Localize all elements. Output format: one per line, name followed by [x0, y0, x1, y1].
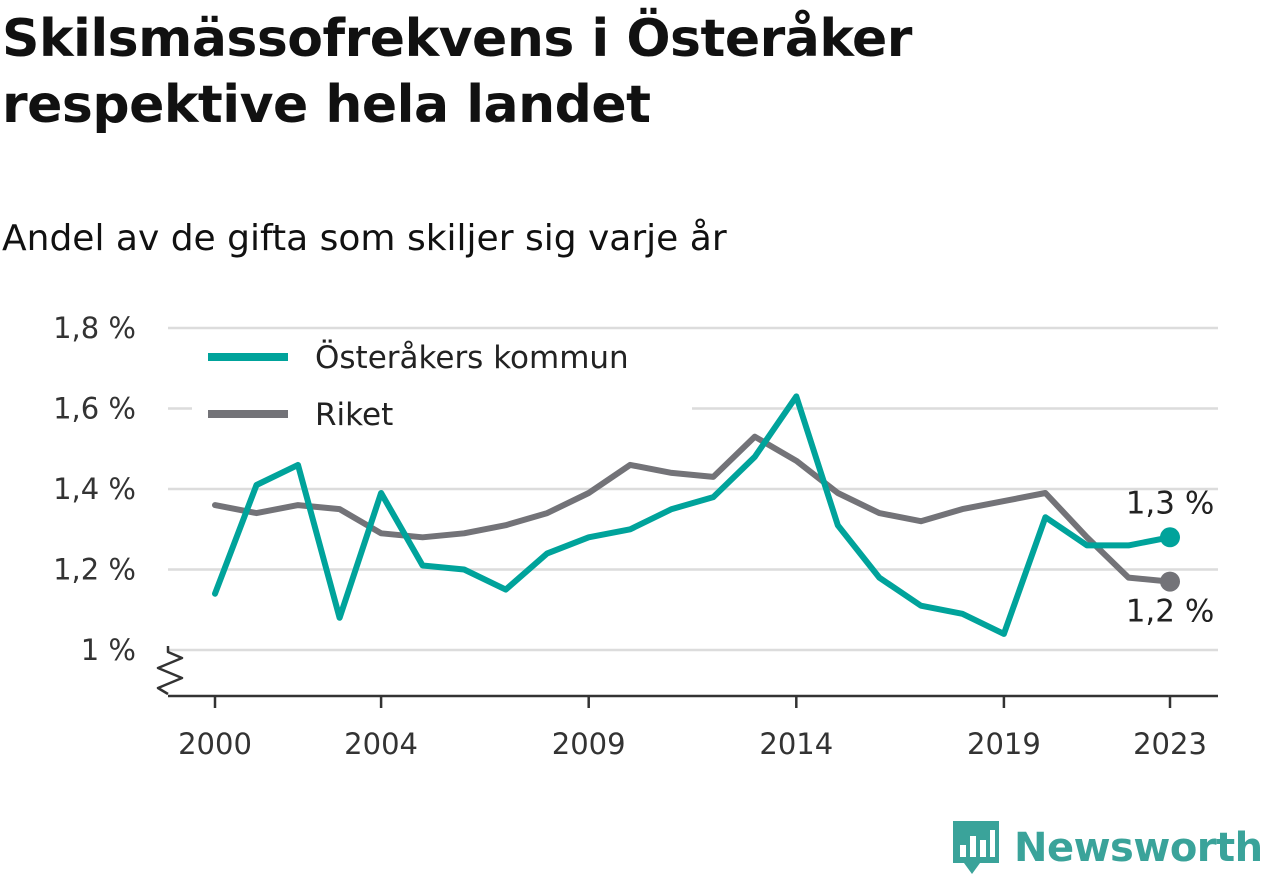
- x-tick-label: 2009: [552, 727, 626, 761]
- newsworthy-logo-icon: [953, 821, 999, 874]
- chart-title: Skilsmässofrekvens i Österåker respektiv…: [2, 9, 912, 135]
- y-tick-label: 1 %: [81, 633, 136, 667]
- y-axis-ticks: 1 % 1,2 % 1,4 % 1,6 % 1,8 %: [53, 311, 136, 667]
- x-tick-label: 2000: [178, 727, 252, 761]
- gridlines: [168, 326, 1218, 652]
- series-line-0: [212, 393, 1173, 637]
- end-point-0: [1160, 527, 1180, 548]
- x-axis: [156, 646, 1218, 698]
- legend-label-1: Riket: [315, 397, 393, 433]
- series-line-1: [212, 433, 1173, 585]
- newsworthy-logo: Newsworthy: [950, 818, 1262, 878]
- end-value-label-1: 1,2 %: [1126, 594, 1215, 630]
- x-tick-label: 2023: [1133, 727, 1207, 761]
- legend-label-0: Österåkers kommun: [315, 339, 629, 376]
- chart-subtitle: Andel av de gifta som skiljer sig varje …: [2, 218, 727, 259]
- x-tick-label: 2014: [759, 727, 833, 761]
- y-tick-label: 1,6 %: [53, 392, 136, 426]
- end-value-label-0: 1,3 %: [1126, 485, 1215, 521]
- x-axis-ticks: 2000 2004 2009 2014 2019 2023: [178, 696, 1207, 761]
- axis-break-icon: [156, 646, 184, 696]
- brand-name: Newsworthy: [1014, 825, 1262, 871]
- y-tick-label: 1,8 %: [53, 311, 136, 345]
- y-tick-label: 1,2 %: [53, 553, 136, 587]
- x-tick-label: 2019: [967, 727, 1041, 761]
- end-labels: 1,3 % 1,2 %: [1126, 485, 1215, 629]
- series-lines: [212, 393, 1173, 637]
- end-point-1: [1160, 571, 1180, 592]
- legend: Österåkers kommun Riket: [192, 330, 692, 442]
- legend-background: [192, 330, 692, 442]
- y-tick-label: 1,4 %: [53, 472, 136, 506]
- x-tick-label: 2004: [344, 727, 418, 761]
